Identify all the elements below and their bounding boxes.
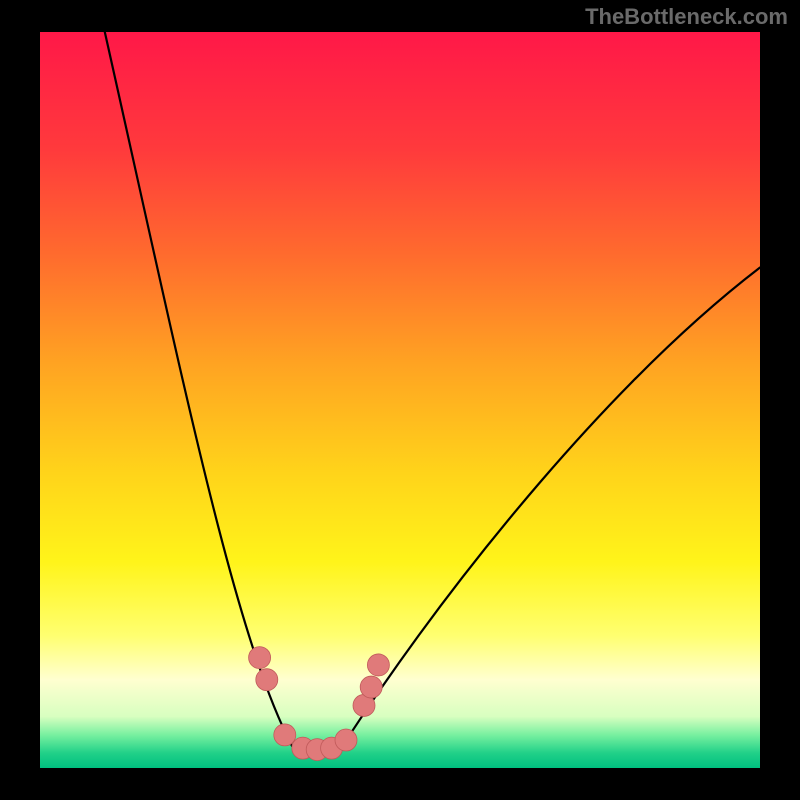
data-point [335, 729, 357, 751]
data-point [249, 647, 271, 669]
curve-overlay [0, 0, 800, 800]
data-point [367, 654, 389, 676]
data-points [249, 647, 390, 761]
data-point [274, 724, 296, 746]
data-point [256, 669, 278, 691]
watermark-text: TheBottleneck.com [585, 4, 788, 30]
bottleneck-curve-left [105, 32, 292, 746]
bottleneck-curve-right [342, 268, 760, 746]
chart-container: TheBottleneck.com [0, 0, 800, 800]
data-point [360, 676, 382, 698]
